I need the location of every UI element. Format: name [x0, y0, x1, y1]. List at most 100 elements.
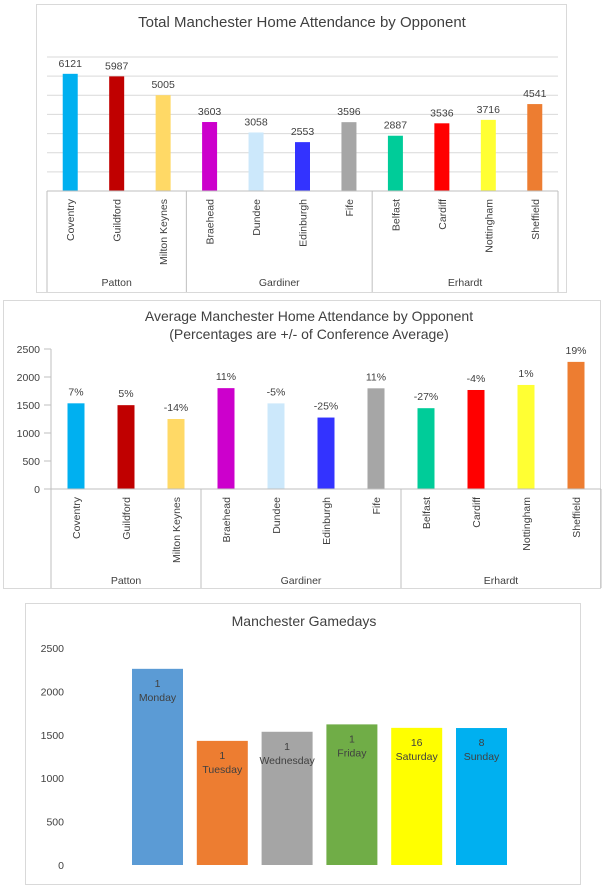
bar-guildford: [117, 405, 135, 489]
count-label-sunday: 8: [479, 737, 485, 749]
bar-nottingham: [517, 384, 535, 489]
tick-label-edinburgh: Edinburgh: [298, 199, 310, 247]
tick-label-sheffield: Sheffield: [571, 497, 583, 538]
bar-dundee: [267, 403, 285, 489]
y-tick-label: 2000: [41, 686, 65, 698]
tick-label-nottingham: Nottingham: [483, 199, 495, 253]
gamedays-svg: Manchester Gamedays 0 500 1000 1500 2000 2500 1…: [41, 613, 507, 872]
data-label-braehead: 3603: [198, 106, 222, 118]
tick-label-milton-keynes: Milton Keynes: [171, 497, 183, 563]
group-label-patton: Patton: [111, 575, 142, 587]
y-tick-label: 1500: [41, 730, 65, 742]
bar-sheffield: [527, 104, 543, 191]
bar-nottingham: [480, 119, 496, 191]
tick-label-coventry: Coventry: [65, 198, 77, 241]
data-label-milton-keynes: 5005: [151, 79, 175, 91]
bar-belfast: [417, 408, 435, 489]
data-label-coventry: 7%: [68, 386, 83, 398]
tick-label-guildford: Guildford: [112, 199, 124, 242]
y-tick-label: 1500: [17, 400, 41, 412]
chart-subtitle: (Percentages are +/- of Conference Avera…: [169, 326, 449, 342]
tick-label-braehead: Braehead: [221, 497, 233, 543]
tick-label-belfast: Belfast: [421, 497, 433, 529]
day-label-sunday: Sunday: [464, 751, 500, 763]
tick-label-dundee: Dundee: [251, 199, 263, 236]
count-label-wednesday: 1: [284, 741, 290, 753]
bar-tuesday: [196, 740, 248, 865]
tick-label-belfast: Belfast: [390, 199, 402, 231]
average-attendance-chart: Average Manchester Home Attendance by Op…: [3, 300, 602, 589]
data-label-edinburgh: 2553: [291, 126, 315, 138]
y-tick-label: 500: [46, 817, 64, 829]
bar-edinburgh: [317, 417, 335, 489]
bar-friday: [326, 724, 378, 865]
count-label-tuesday: 1: [219, 750, 225, 762]
group-label-erhardt: Erhardt: [448, 277, 483, 289]
bar-coventry: [67, 403, 85, 489]
y-tick-label: 2500: [41, 643, 65, 655]
chart-title: Average Manchester Home Attendance by Op…: [145, 308, 473, 324]
bar-cardiff: [467, 389, 485, 489]
count-label-monday: 1: [155, 678, 161, 690]
data-label-cardiff: 3536: [430, 107, 454, 119]
tick-label-guildford: Guildford: [121, 497, 133, 540]
data-label-fife: 3596: [337, 106, 361, 118]
y-tick-label: 0: [58, 860, 64, 872]
data-label-braehead: 11%: [216, 371, 236, 383]
bar-guildford: [109, 76, 125, 191]
bar-braehead: [217, 388, 235, 489]
day-label-wednesday: Wednesday: [259, 755, 315, 767]
tick-label-milton-keynes: Milton Keynes: [158, 199, 170, 265]
bar-dundee: [248, 132, 264, 191]
bar-milton-keynes: [155, 95, 171, 191]
total-attendance-chart: Total Manchester Home Attendance by Oppo…: [36, 4, 567, 293]
y-tick-label: 500: [22, 456, 40, 468]
day-label-friday: Friday: [337, 747, 367, 759]
data-label-nottingham: 3716: [477, 104, 501, 116]
data-label-guildford: 5%: [118, 388, 133, 400]
day-label-saturday: Saturday: [396, 751, 439, 763]
average-attendance-svg: Average Manchester Home Attendance by Op…: [17, 308, 602, 588]
bar-braehead: [202, 122, 218, 191]
y-tick-label: 2500: [17, 344, 41, 356]
group-label-gardiner: Gardiner: [281, 575, 322, 587]
tick-label-cardiff: Cardiff: [471, 497, 483, 528]
tick-label-fife: Fife: [344, 199, 356, 217]
bar-fife: [341, 122, 357, 191]
group-label-erhardt: Erhardt: [484, 575, 519, 587]
bar-sunday: [456, 728, 507, 865]
day-label-tuesday: Tuesday: [202, 764, 243, 776]
count-label-friday: 1: [349, 733, 355, 745]
data-label-belfast: -27%: [414, 391, 439, 403]
bar-wednesday: [261, 731, 313, 865]
tick-label-dundee: Dundee: [271, 497, 283, 534]
bar-fife: [367, 388, 385, 489]
y-tick-label: 1000: [41, 773, 65, 785]
data-label-guildford: 5987: [105, 60, 129, 72]
tick-label-edinburgh: Edinburgh: [321, 497, 333, 545]
data-label-nottingham: 1%: [518, 368, 533, 380]
bar-saturday: [391, 727, 443, 865]
data-label-coventry: 6121: [59, 58, 83, 70]
data-label-cardiff: -4%: [467, 373, 486, 385]
bar-belfast: [387, 135, 403, 191]
data-label-edinburgh: -25%: [314, 401, 339, 413]
data-label-milton-keynes: -14%: [164, 402, 189, 414]
bar-monday: [132, 668, 183, 865]
data-label-fife: 11%: [366, 371, 386, 383]
data-label-belfast: 2887: [384, 120, 408, 132]
tick-label-nottingham: Nottingham: [521, 497, 533, 551]
bar-edinburgh: [295, 142, 310, 191]
total-attendance-svg: Total Manchester Home Attendance by Oppo…: [46, 14, 559, 292]
y-tick-label: 1000: [17, 428, 41, 440]
bar-cardiff: [434, 123, 450, 191]
y-tick-label: 2000: [17, 372, 41, 384]
y-tick-label: 0: [34, 484, 40, 496]
tick-label-fife: Fife: [371, 497, 383, 515]
tick-label-sheffield: Sheffield: [530, 199, 542, 240]
tick-label-coventry: Coventry: [71, 496, 83, 539]
bar-milton-keynes: [167, 419, 185, 489]
data-label-sheffield: 19%: [565, 345, 586, 357]
day-label-monday: Monday: [139, 692, 177, 704]
bar-sheffield: [567, 361, 585, 489]
